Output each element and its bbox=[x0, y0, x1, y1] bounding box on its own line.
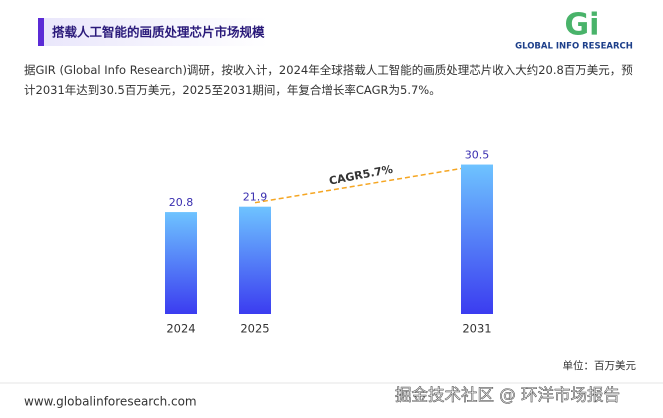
header-bar bbox=[38, 18, 268, 46]
header-title: 搭载人工智能的画质处理芯片市场规模 bbox=[52, 25, 265, 40]
unit-label: 单位：百万美元 bbox=[563, 359, 637, 372]
bar bbox=[461, 164, 493, 314]
intro-text: 据GIR (Global Info Research)调研，按收入计，2024年… bbox=[24, 63, 633, 97]
value-label: 20.8 bbox=[169, 196, 194, 209]
x-tick-label: 2025 bbox=[240, 322, 269, 336]
value-label: 30.5 bbox=[465, 149, 490, 162]
bar bbox=[165, 212, 197, 314]
footer-url: www.globalinforesearch.com bbox=[24, 395, 197, 409]
cagr-label: CAGR5.7% bbox=[328, 163, 394, 188]
x-tick-label: 2024 bbox=[166, 322, 195, 336]
x-tick-label: 2031 bbox=[462, 322, 491, 336]
value-label: 21.9 bbox=[243, 191, 268, 204]
bar bbox=[239, 206, 271, 314]
logo-text: GLOBAL INFO RESEARCH bbox=[515, 42, 633, 52]
header-stripe bbox=[38, 18, 44, 46]
cagr-line bbox=[254, 167, 462, 204]
watermark: 掘金技术社区 @ 环洋市场报告 bbox=[395, 386, 620, 405]
logo-mark: Gi bbox=[565, 8, 600, 43]
